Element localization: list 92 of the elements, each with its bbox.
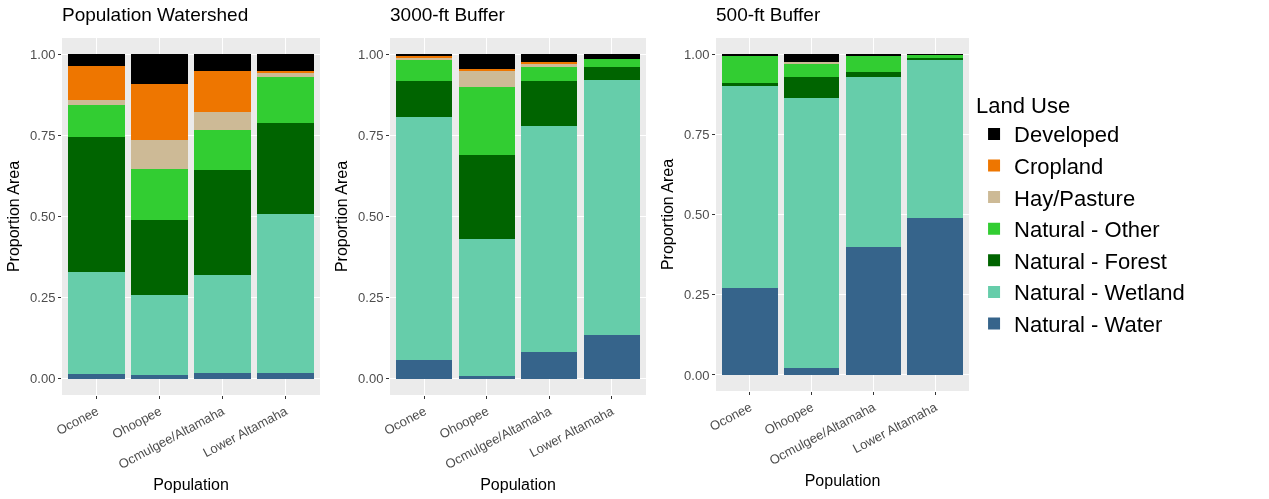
bar [722,287,778,375]
chart-title: Population Watershed [62,3,249,25]
bar [783,367,840,375]
bar [783,54,840,63]
x-axis-title: Population [153,476,229,494]
bar [257,76,314,124]
bar [583,334,640,379]
bar [722,55,778,83]
bar [458,238,515,376]
bar [521,81,578,127]
bar [783,76,840,99]
bar [783,98,840,368]
bar [68,54,125,66]
bar [257,213,314,374]
bar [194,129,251,171]
legend-label: Natural - Forest [1014,248,1167,274]
bar [458,155,515,239]
y-tick-label: 0.75 [684,126,710,142]
legend-label: Developed [1014,122,1120,148]
y-axis-title: Proportion Area [4,160,22,273]
x-axis-title: Population [804,472,881,490]
bar [257,373,314,379]
bar [257,123,314,214]
bar [68,65,125,100]
y-axis-title: Proportion Area [658,158,676,271]
legend-title: Land Use [976,93,1071,119]
y-tick-label: 0.25 [358,290,384,306]
bar [396,59,453,81]
y-axis-title: Proportion Area [332,160,350,273]
y-tick-label: 0.50 [358,209,384,225]
bar [845,76,902,247]
bar [521,351,578,379]
legend-label: Natural - Other [1014,217,1160,243]
y-tick-label: 0.00 [358,371,384,387]
bar [68,136,125,272]
bar [521,126,578,352]
bar [583,79,640,335]
y-tick-label: 1.00 [684,46,710,62]
bar [583,67,640,80]
legend-label: Natural - Water [1014,312,1163,338]
bar [783,63,840,77]
y-tick-label: 0.25 [684,287,710,303]
y-tick-label: 1.00 [358,46,384,62]
bar [845,72,902,77]
bar [194,54,251,72]
bar [131,375,188,379]
y-tick-label: 0.25 [30,290,56,306]
bar [194,274,251,374]
bar [396,117,453,360]
bar [194,170,251,275]
bar [907,218,963,375]
bar [131,220,188,296]
legend-label: Cropland [1014,154,1104,180]
x-axis-title: Population [480,476,556,494]
bar [194,373,251,379]
bar [458,86,515,156]
y-tick-label: 0.75 [358,127,384,143]
y-tick-label: 0.00 [684,367,710,383]
y-tick-label: 0.50 [30,209,56,225]
bar [131,54,188,84]
chart-title: 500-ft Buffer [716,3,821,25]
bar [458,71,515,87]
bar [257,54,314,72]
bar [396,359,453,379]
bar [521,54,578,63]
y-tick-label: 0.50 [684,207,710,223]
bar [458,54,515,70]
y-tick-label: 0.75 [30,127,56,143]
legend-label: Hay/Pasture [1014,185,1136,211]
bar [68,104,125,137]
bar [845,246,902,375]
bar [722,86,778,288]
bar [845,55,902,73]
chart-title: 3000-ft Buffer [390,3,506,25]
bar [194,112,251,130]
legend-label: Natural - Wetland [1014,280,1185,306]
bar [131,295,188,376]
bar [583,58,640,68]
bar [194,71,251,112]
bar [521,66,578,82]
y-tick-label: 1.00 [30,46,56,62]
bar [68,99,125,105]
bar [583,54,640,59]
y-tick-label: 0.00 [30,371,56,387]
bar [68,374,125,379]
bar [131,168,188,221]
bar [131,83,188,140]
bar [907,59,963,219]
bar [68,272,125,375]
bar [131,139,188,169]
bar [396,80,453,118]
bar [458,375,515,379]
